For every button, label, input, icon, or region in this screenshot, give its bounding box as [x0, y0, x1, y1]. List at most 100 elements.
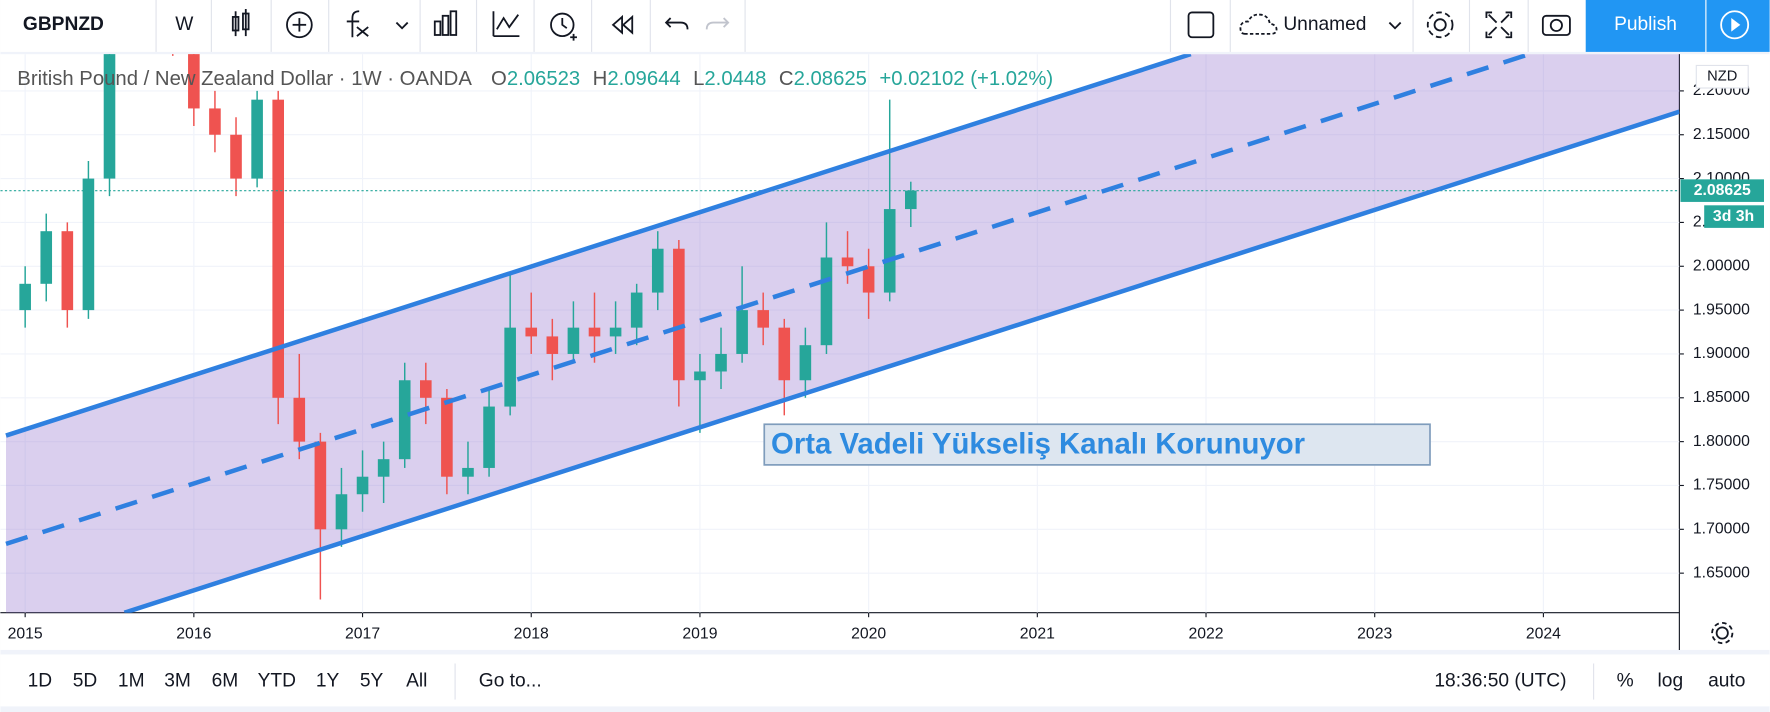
candle-body	[736, 310, 748, 354]
candle-body	[694, 371, 706, 381]
x-tick-label: 2022	[1188, 625, 1223, 642]
publish-label[interactable]: Publish	[1614, 14, 1677, 35]
fx-icon[interactable]	[346, 10, 369, 38]
x-tick-label: 2019	[682, 625, 717, 642]
bars-icon[interactable]	[433, 10, 458, 36]
range-button[interactable]: 1M	[118, 671, 145, 692]
annotation-box[interactable]	[763, 423, 1431, 466]
candle-body	[188, 54, 200, 109]
y-tick-label: 1.75000	[1693, 477, 1750, 494]
play-icon[interactable]	[1731, 18, 1741, 32]
play-icon[interactable]	[1720, 10, 1750, 40]
candle-body	[335, 494, 348, 530]
candle-body	[630, 292, 643, 328]
candle-body	[588, 327, 601, 337]
candle-body	[820, 257, 833, 346]
price-label-box	[1680, 179, 1764, 202]
candle-body	[356, 476, 369, 495]
snapshot-icon[interactable]	[1541, 14, 1571, 36]
candle-body	[715, 353, 727, 372]
range-button[interactable]: 5Y	[360, 671, 384, 692]
candle-body	[883, 209, 896, 293]
y-tick-label: 1.90000	[1693, 345, 1750, 362]
candle-body	[525, 327, 538, 337]
x-tick-label: 2015	[8, 625, 43, 642]
currency-box[interactable]	[1695, 64, 1749, 89]
undo-icon[interactable]	[664, 17, 689, 30]
range-button[interactable]: 1D	[28, 671, 53, 692]
settings-icon[interactable]	[1426, 11, 1454, 39]
x-tick-label: 2018	[514, 625, 549, 642]
redo-icon[interactable]	[705, 17, 730, 30]
candle-body	[504, 327, 516, 407]
chevron[interactable]	[395, 21, 409, 30]
y-tick-label: 1.85000	[1693, 389, 1750, 406]
candle-body	[19, 283, 31, 311]
range-button[interactable]: 3M	[164, 671, 191, 692]
candles-icon[interactable]	[231, 9, 250, 37]
annotation[interactable]: Orta Vadeli Yükseliş Kanalı Korunuyor	[771, 427, 1305, 460]
replay-icon[interactable]	[611, 14, 634, 35]
candle-body	[272, 99, 284, 398]
range-button[interactable]: All	[406, 671, 427, 692]
candle-body	[420, 380, 432, 398]
x-tick-label: 2017	[345, 625, 380, 642]
candle-body	[377, 459, 390, 477]
log-toggle[interactable]: log	[1658, 671, 1684, 692]
countdown-box	[1704, 205, 1764, 228]
legend-c-label: C	[779, 68, 794, 90]
channel-upper[interactable]	[5, 54, 1192, 438]
candle-body	[82, 178, 95, 311]
toolbar-icons	[155, 0, 1571, 52]
candle-body	[483, 406, 495, 468]
range-button[interactable]: 1Y	[316, 671, 340, 692]
symbol[interactable]: GBPNZD	[23, 14, 104, 35]
candle-body	[441, 397, 453, 477]
layout-icon[interactable]	[1187, 11, 1215, 39]
price-axis: 1.65000 1.70000 1.75000 1.80000 1.85000 1.900…	[1679, 82, 1750, 581]
layout-name[interactable]: Unnamed	[1283, 14, 1366, 35]
candle-body	[841, 257, 854, 267]
candle-body	[251, 99, 263, 179]
channel-lower[interactable]	[123, 109, 1680, 613]
cloud-icon[interactable]	[1239, 13, 1278, 35]
candle-body	[40, 231, 53, 284]
chevron[interactable]	[1388, 21, 1402, 30]
candle-body	[462, 467, 474, 477]
fullscreen-icon[interactable]	[1485, 11, 1513, 39]
x-tick-label: 2016	[176, 625, 211, 642]
legend-open: 2.06523	[507, 68, 580, 90]
legend-o-label: O	[491, 68, 507, 90]
publish-button[interactable]	[1585, 0, 1706, 52]
legend-high: 2.09644	[607, 68, 680, 90]
add-icon[interactable]	[286, 11, 313, 39]
indicators-icon[interactable]	[492, 11, 520, 38]
range-button[interactable]: 6M	[212, 671, 239, 692]
bottom-bar	[0, 654, 1770, 707]
candle-body	[862, 266, 875, 293]
currency[interactable]: NZD	[1707, 69, 1737, 85]
y-tick-label: 1.80000	[1693, 433, 1750, 450]
alert-icon[interactable]	[550, 12, 577, 41]
candle-body	[673, 248, 685, 381]
axis-settings-icon[interactable]	[1711, 621, 1734, 645]
range-button[interactable]: 5D	[73, 671, 98, 692]
y-tick-label: 1.65000	[1693, 564, 1750, 581]
candle-body	[799, 345, 812, 381]
candle-body	[103, 54, 116, 179]
y-tick-label: 1.70000	[1693, 520, 1750, 537]
legend-close: 2.08625	[794, 68, 867, 90]
x-tick-label: 2021	[1020, 625, 1055, 642]
price-label: 2.08625	[1694, 182, 1751, 199]
auto-toggle[interactable]: auto	[1708, 671, 1745, 692]
range-button[interactable]: YTD	[258, 671, 296, 692]
percent-toggle[interactable]: %	[1617, 671, 1634, 692]
y-tick-label: 2.15000	[1693, 126, 1750, 143]
candles	[19, 54, 917, 600]
interval[interactable]: W	[175, 14, 194, 35]
legend: British Pound / New Zealand Dollar · 1W …	[17, 68, 1053, 90]
plot	[0, 54, 1680, 613]
goto[interactable]: Go to...	[479, 671, 542, 692]
